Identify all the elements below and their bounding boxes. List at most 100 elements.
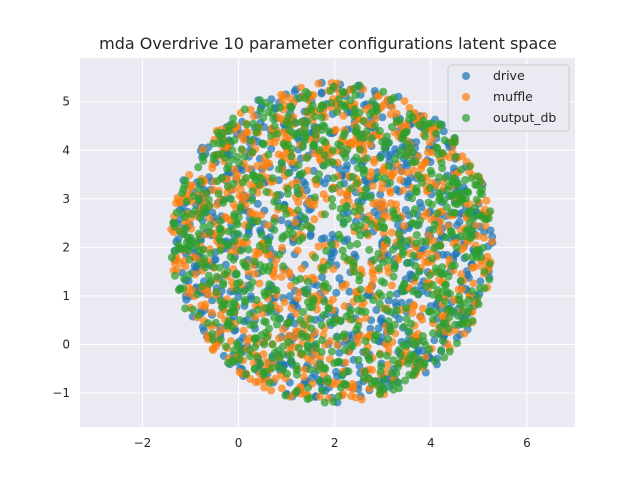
data-point xyxy=(349,385,357,394)
data-point xyxy=(366,140,375,149)
data-point xyxy=(270,197,279,206)
data-point xyxy=(260,340,269,349)
data-point xyxy=(461,176,470,184)
data-point xyxy=(455,217,464,226)
data-point xyxy=(303,153,312,162)
data-point xyxy=(251,269,259,278)
data-point xyxy=(383,360,392,369)
data-point xyxy=(200,254,209,263)
data-point xyxy=(392,117,401,126)
data-point xyxy=(413,221,422,230)
data-point xyxy=(455,295,464,304)
y-tick-label: 0 xyxy=(62,337,70,351)
data-point xyxy=(447,208,456,217)
data-point xyxy=(362,127,371,136)
data-point xyxy=(194,311,203,320)
data-point xyxy=(436,241,445,250)
data-point xyxy=(292,362,301,370)
data-point xyxy=(451,326,460,335)
data-point xyxy=(214,189,223,198)
data-point xyxy=(311,123,320,132)
data-point xyxy=(311,253,319,262)
data-point xyxy=(242,262,251,271)
data-point xyxy=(395,345,404,354)
data-point xyxy=(441,297,449,306)
data-point xyxy=(384,342,393,351)
data-point xyxy=(284,169,293,178)
legend-label-drive: drive xyxy=(493,68,525,83)
data-point xyxy=(246,105,255,114)
data-point xyxy=(474,300,483,309)
data-point xyxy=(197,282,206,291)
data-point xyxy=(362,185,371,194)
data-point xyxy=(384,335,393,344)
data-point xyxy=(329,174,338,183)
data-point xyxy=(218,150,227,159)
data-point xyxy=(441,319,450,328)
data-point xyxy=(376,367,385,376)
data-point xyxy=(274,165,283,174)
data-point xyxy=(208,163,217,172)
data-point xyxy=(451,152,460,161)
data-point xyxy=(237,246,246,255)
data-point xyxy=(198,145,207,154)
data-point xyxy=(329,82,338,91)
data-point xyxy=(453,180,461,189)
data-point xyxy=(298,234,307,243)
data-point xyxy=(337,100,346,109)
x-tick-label: 2 xyxy=(331,436,339,450)
data-point xyxy=(235,159,244,167)
data-point xyxy=(370,331,379,340)
data-point xyxy=(352,123,361,132)
data-point xyxy=(475,284,484,293)
data-point xyxy=(211,255,220,264)
data-point xyxy=(228,226,237,235)
data-point xyxy=(167,253,176,262)
data-point xyxy=(348,172,357,181)
data-point xyxy=(213,128,222,137)
data-point xyxy=(385,186,394,195)
data-point xyxy=(227,195,236,203)
data-point xyxy=(457,194,466,203)
data-point xyxy=(275,314,284,323)
data-point xyxy=(459,306,468,315)
data-point xyxy=(368,269,377,278)
data-point xyxy=(465,162,474,171)
data-point xyxy=(277,216,286,225)
data-point xyxy=(386,110,395,119)
data-point xyxy=(236,316,245,325)
data-point xyxy=(427,119,436,128)
data-point xyxy=(472,253,481,262)
data-point xyxy=(204,195,213,204)
data-point xyxy=(395,229,404,238)
data-point xyxy=(472,181,481,189)
data-point xyxy=(252,296,261,304)
data-point xyxy=(292,129,301,138)
data-point xyxy=(317,126,326,134)
data-point xyxy=(456,277,465,286)
data-point xyxy=(429,225,438,234)
data-point xyxy=(259,371,268,380)
data-point xyxy=(268,174,277,183)
data-point xyxy=(382,351,391,360)
data-point xyxy=(306,315,315,324)
data-point xyxy=(480,267,489,276)
data-point xyxy=(287,281,295,290)
data-point xyxy=(211,342,220,351)
data-point xyxy=(228,323,237,332)
y-tick-label: 3 xyxy=(62,192,70,206)
data-point xyxy=(465,168,474,177)
data-point xyxy=(208,335,217,344)
data-point xyxy=(377,291,386,300)
data-point xyxy=(217,302,226,311)
data-point xyxy=(383,132,391,141)
data-point xyxy=(378,197,387,206)
data-point xyxy=(356,231,365,240)
data-point xyxy=(336,142,345,150)
data-point xyxy=(359,117,368,126)
data-point xyxy=(464,319,473,328)
data-point xyxy=(235,278,244,287)
data-point xyxy=(329,397,338,406)
data-point xyxy=(300,373,308,382)
data-point xyxy=(422,208,431,217)
